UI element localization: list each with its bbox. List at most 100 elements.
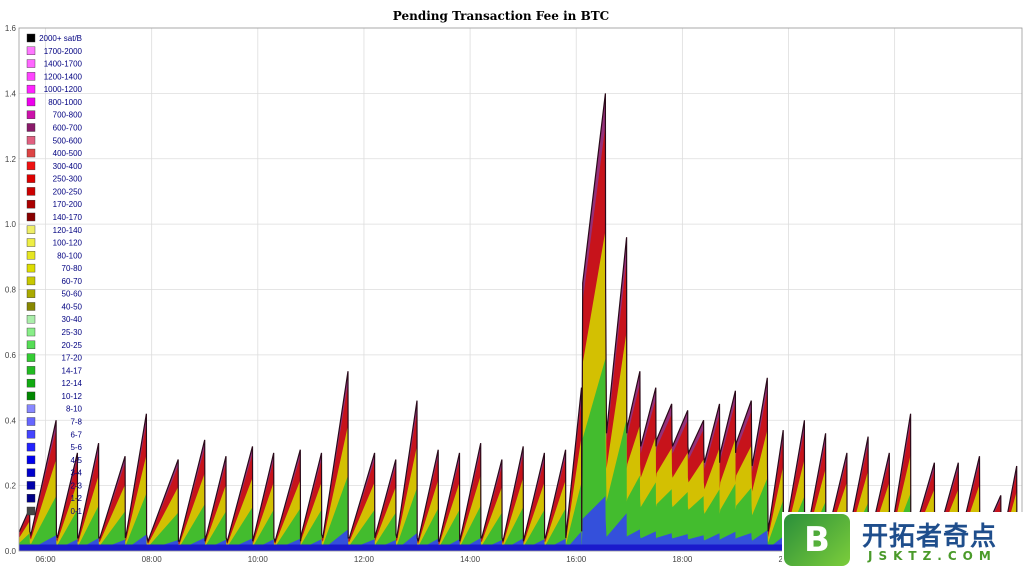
- chart-title: Pending Transaction Fee in BTC: [393, 9, 609, 23]
- legend-swatch: [26, 33, 36, 43]
- legend-label: 20-25: [62, 341, 83, 350]
- legend-label: 1000-1200: [44, 85, 83, 94]
- legend-swatch: [26, 404, 36, 413]
- legend-swatch: [26, 84, 36, 94]
- area-band-2: [19, 230, 1022, 551]
- y-tick-label: 0.0: [5, 547, 17, 556]
- legend-label: 2000+ sat/B: [39, 34, 82, 43]
- legend-label: 25-30: [62, 328, 83, 337]
- legend-swatch: [26, 251, 36, 260]
- legend-label: 80-100: [57, 251, 82, 260]
- legend-swatch: [26, 123, 36, 132]
- y-tick-label: 1.2: [5, 155, 17, 164]
- y-tick-label: 0.8: [5, 286, 17, 295]
- legend-swatch: [26, 442, 36, 452]
- legend-swatch: [26, 187, 36, 196]
- legend-label: 600-700: [53, 123, 83, 132]
- legend-swatch: [26, 263, 36, 273]
- legend-label: 800-1000: [48, 98, 82, 107]
- legend-swatch: [26, 238, 36, 247]
- legend-swatch: [26, 225, 36, 234]
- watermark-logo-letter: B: [804, 520, 830, 560]
- y-tick-label: 0.2: [5, 482, 17, 491]
- legend-label: 200-250: [53, 187, 83, 196]
- legend-label: 5-6: [70, 443, 82, 452]
- legend-swatch: [26, 289, 36, 298]
- legend-label: 170-200: [53, 200, 83, 209]
- legend-swatch: [26, 136, 36, 145]
- y-tick-label: 0.4: [5, 416, 17, 425]
- y-tick-label: 1.4: [5, 89, 17, 98]
- watermark-text-cn: 开拓者奇点: [862, 522, 998, 552]
- legend-swatch: [26, 417, 36, 426]
- y-tick-label: 1.6: [5, 24, 17, 33]
- legend-swatch: [26, 378, 36, 388]
- legend-swatch: [26, 97, 36, 107]
- legend-label: 300-400: [53, 162, 83, 171]
- legend-swatch: [26, 59, 36, 68]
- plot-frame: [18, 27, 1023, 552]
- legend-label: 1-2: [70, 494, 82, 503]
- legend-label: 1200-1400: [44, 72, 83, 81]
- legend-swatch: [26, 212, 36, 222]
- legend-swatch: [26, 468, 36, 477]
- legend-swatch: [26, 366, 36, 375]
- legend-swatch: [26, 46, 36, 55]
- legend-label: 250-300: [53, 175, 83, 184]
- legend-label: 120-140: [53, 226, 83, 235]
- legend-swatch: [26, 353, 36, 362]
- legend-label: 700-800: [53, 111, 83, 120]
- legend-swatch: [26, 391, 36, 401]
- legend-swatch: [26, 110, 36, 119]
- legend-swatch: [26, 148, 36, 158]
- legend-label: 400-500: [53, 149, 83, 158]
- legend-label: 8-10: [66, 405, 83, 414]
- legend-label: 140-170: [53, 213, 83, 222]
- y-axis-ticks: 0.0 0.2 0.4 0.6 0.8 1.0 1.2 1.4 1.6: [5, 24, 17, 556]
- legend-swatch: [26, 276, 36, 286]
- legend-swatch: [26, 199, 36, 209]
- y-tick-label: 0.6: [5, 351, 17, 360]
- legend-label: 6-7: [70, 430, 82, 439]
- legend-swatch: [26, 161, 36, 171]
- x-tick-label: 12:00: [354, 555, 375, 564]
- legend-swatch: [26, 455, 36, 465]
- legend-swatch: [26, 327, 36, 337]
- legend-swatch: [26, 430, 36, 439]
- x-tick-label: 10:00: [248, 555, 269, 564]
- area-base: [19, 544, 1022, 551]
- legend-label: 70-80: [62, 264, 83, 273]
- legend-label: 50-60: [62, 290, 83, 299]
- legend-label: 60-70: [62, 277, 83, 286]
- legend-label: 12-14: [62, 379, 83, 388]
- legend-label: 17-20: [62, 354, 83, 363]
- x-tick-label: 16:00: [566, 555, 587, 564]
- legend-label: 500-600: [53, 136, 83, 145]
- legend-swatch: [26, 481, 36, 490]
- legend-label: 0-1: [70, 507, 82, 516]
- watermark-text-en: JSKTZ.COM: [868, 549, 997, 563]
- x-tick-label: 14:00: [460, 555, 481, 564]
- legend-swatch: [26, 174, 36, 183]
- legend-swatch: [26, 494, 36, 503]
- x-tick-label: 08:00: [142, 555, 163, 564]
- legend-swatch: [26, 302, 36, 311]
- area-band-1: [19, 358, 1022, 551]
- legend-label: 14-17: [62, 366, 83, 375]
- legend-label: 40-50: [62, 302, 83, 311]
- legend: 2000+ sat/B 1700-2000 1400-1700 1200-1400 10…: [26, 33, 83, 516]
- legend-label: 3-4: [70, 469, 82, 478]
- legend-swatch: [26, 315, 36, 324]
- x-tick-label: 06:00: [36, 555, 57, 564]
- legend-label: 1400-1700: [44, 60, 83, 69]
- legend-label: 2-3: [70, 481, 82, 490]
- watermark-logo: B: [784, 514, 850, 566]
- legend-label: 4-5: [70, 456, 82, 465]
- legend-swatch: [26, 506, 36, 516]
- legend-label: 1700-2000: [44, 47, 83, 56]
- legend-label: 7-8: [70, 418, 82, 427]
- legend-label: 100-120: [53, 239, 83, 248]
- legend-label: 10-12: [62, 392, 83, 401]
